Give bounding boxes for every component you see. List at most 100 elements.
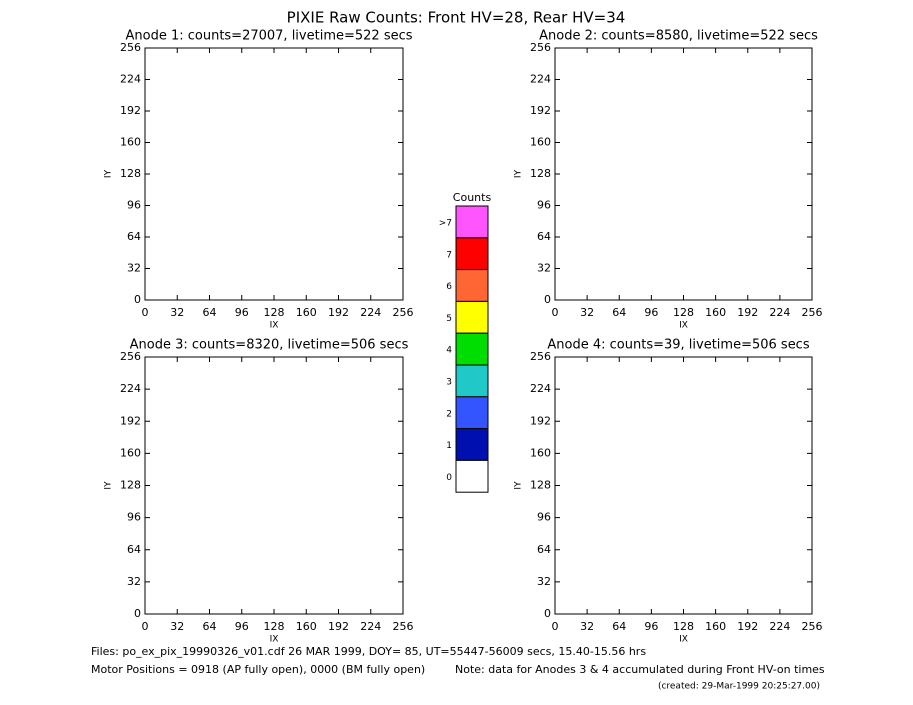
y-tick-label: 128: [530, 167, 551, 180]
x-tick-label: 96: [644, 306, 658, 319]
x-tick-label: 160: [296, 306, 317, 319]
x-tick-label: 64: [203, 306, 217, 319]
x-tick-label: 224: [360, 620, 381, 633]
y-tick-label: 256: [530, 41, 551, 54]
footer-files: Files: po_ex_pix_19990326_v01.cdf 26 MAR…: [91, 645, 646, 658]
y-tick-label: 192: [530, 104, 551, 117]
y-tick-label: 256: [530, 350, 551, 363]
x-tick-label: 128: [264, 306, 285, 319]
x-tick-label: 32: [170, 620, 184, 633]
y-tick-label: 32: [127, 575, 141, 588]
x-axis-label: IX: [679, 635, 688, 645]
x-tick-label: 160: [705, 620, 726, 633]
colorbar-title: Counts: [453, 191, 492, 204]
colorbar-swatch: [455, 364, 489, 398]
plot-frame: [144, 47, 404, 301]
y-tick-label: 64: [127, 543, 141, 556]
colorbar-label: 2: [446, 409, 452, 419]
plot-frame: [144, 356, 404, 615]
footer-created: (created: 29-Mar-1999 20:25:27.00): [658, 682, 820, 692]
colorbar-swatch: [455, 332, 489, 366]
y-tick-label: 64: [537, 230, 551, 243]
panel-title: Anode 1: counts=27007, livetime=522 secs: [125, 29, 412, 44]
y-tick-label: 160: [530, 446, 551, 459]
footer-note: Note: data for Anodes 3 & 4 accumulated …: [455, 663, 825, 676]
y-tick-label: 0: [544, 293, 551, 306]
panel-title: Anode 4: counts=39, livetime=506 secs: [547, 338, 809, 353]
x-tick-label: 32: [580, 306, 594, 319]
x-tick-label: 256: [393, 620, 414, 633]
y-tick-label: 224: [530, 382, 551, 395]
x-tick-label: 0: [142, 620, 149, 633]
x-tick-label: 192: [328, 306, 349, 319]
y-tick-label: 32: [537, 262, 551, 275]
x-tick-label: 0: [552, 306, 559, 319]
colorbar-swatch: [455, 396, 489, 430]
colorbar-swatch: [455, 300, 489, 334]
y-axis-label: IY: [514, 481, 524, 490]
y-tick-label: 0: [134, 607, 141, 620]
x-tick-label: 32: [170, 306, 184, 319]
x-tick-label: 0: [552, 620, 559, 633]
x-tick-label: 128: [673, 306, 694, 319]
x-tick-label: 224: [360, 306, 381, 319]
y-axis-label: IY: [104, 169, 114, 178]
colorbar-label: 7: [446, 250, 452, 260]
y-tick-label: 128: [120, 479, 141, 492]
footer-motor: Motor Positions = 0918 (AP fully open), …: [91, 663, 425, 676]
colorbar-swatch: [455, 205, 489, 239]
panel-title: Anode 2: counts=8580, livetime=522 secs: [539, 29, 818, 44]
colorbar-label: 6: [446, 282, 452, 292]
x-tick-label: 64: [612, 620, 626, 633]
y-tick-label: 192: [120, 104, 141, 117]
colorbar-label: >7: [439, 219, 452, 229]
y-tick-label: 224: [530, 73, 551, 86]
colorbar-label: 5: [446, 314, 452, 324]
y-tick-label: 192: [120, 414, 141, 427]
x-tick-label: 256: [393, 306, 414, 319]
colorbar-label: 1: [446, 441, 452, 451]
y-axis-label: IY: [514, 169, 524, 178]
x-tick-label: 96: [235, 306, 249, 319]
y-tick-label: 0: [134, 293, 141, 306]
colorbar-label: 4: [446, 346, 452, 356]
x-tick-label: 192: [737, 620, 758, 633]
x-tick-label: 64: [612, 306, 626, 319]
panel-title: Anode 3: counts=8320, livetime=506 secs: [130, 338, 409, 353]
y-tick-label: 64: [127, 230, 141, 243]
x-tick-label: 224: [769, 620, 790, 633]
x-tick-label: 160: [296, 620, 317, 633]
y-tick-label: 224: [120, 73, 141, 86]
y-tick-label: 64: [537, 543, 551, 556]
x-tick-label: 224: [769, 306, 790, 319]
colorbar-label: 0: [446, 473, 452, 483]
x-axis-label: IX: [270, 321, 279, 331]
y-tick-label: 256: [120, 41, 141, 54]
x-tick-label: 160: [705, 306, 726, 319]
y-tick-label: 160: [120, 446, 141, 459]
x-tick-label: 96: [235, 620, 249, 633]
y-tick-label: 96: [127, 199, 141, 212]
colorbar-swatch: [455, 428, 489, 461]
colorbar-label: 3: [446, 378, 452, 388]
x-tick-label: 0: [142, 306, 149, 319]
colorbar-swatch: [455, 237, 489, 271]
x-tick-label: 192: [328, 620, 349, 633]
colorbar-swatch: [455, 269, 489, 302]
y-tick-label: 256: [120, 350, 141, 363]
y-tick-label: 128: [530, 479, 551, 492]
x-axis-label: IX: [270, 635, 279, 645]
y-tick-label: 160: [530, 136, 551, 149]
y-axis-label: IY: [104, 481, 114, 490]
x-tick-label: 256: [802, 306, 823, 319]
y-tick-label: 96: [127, 511, 141, 524]
x-tick-label: 256: [802, 620, 823, 633]
colorbar-swatch: [455, 459, 489, 493]
y-tick-label: 96: [537, 511, 551, 524]
plot-frame: [554, 47, 813, 301]
x-tick-label: 64: [203, 620, 217, 633]
plot-frame: [554, 356, 813, 615]
x-tick-label: 128: [264, 620, 285, 633]
